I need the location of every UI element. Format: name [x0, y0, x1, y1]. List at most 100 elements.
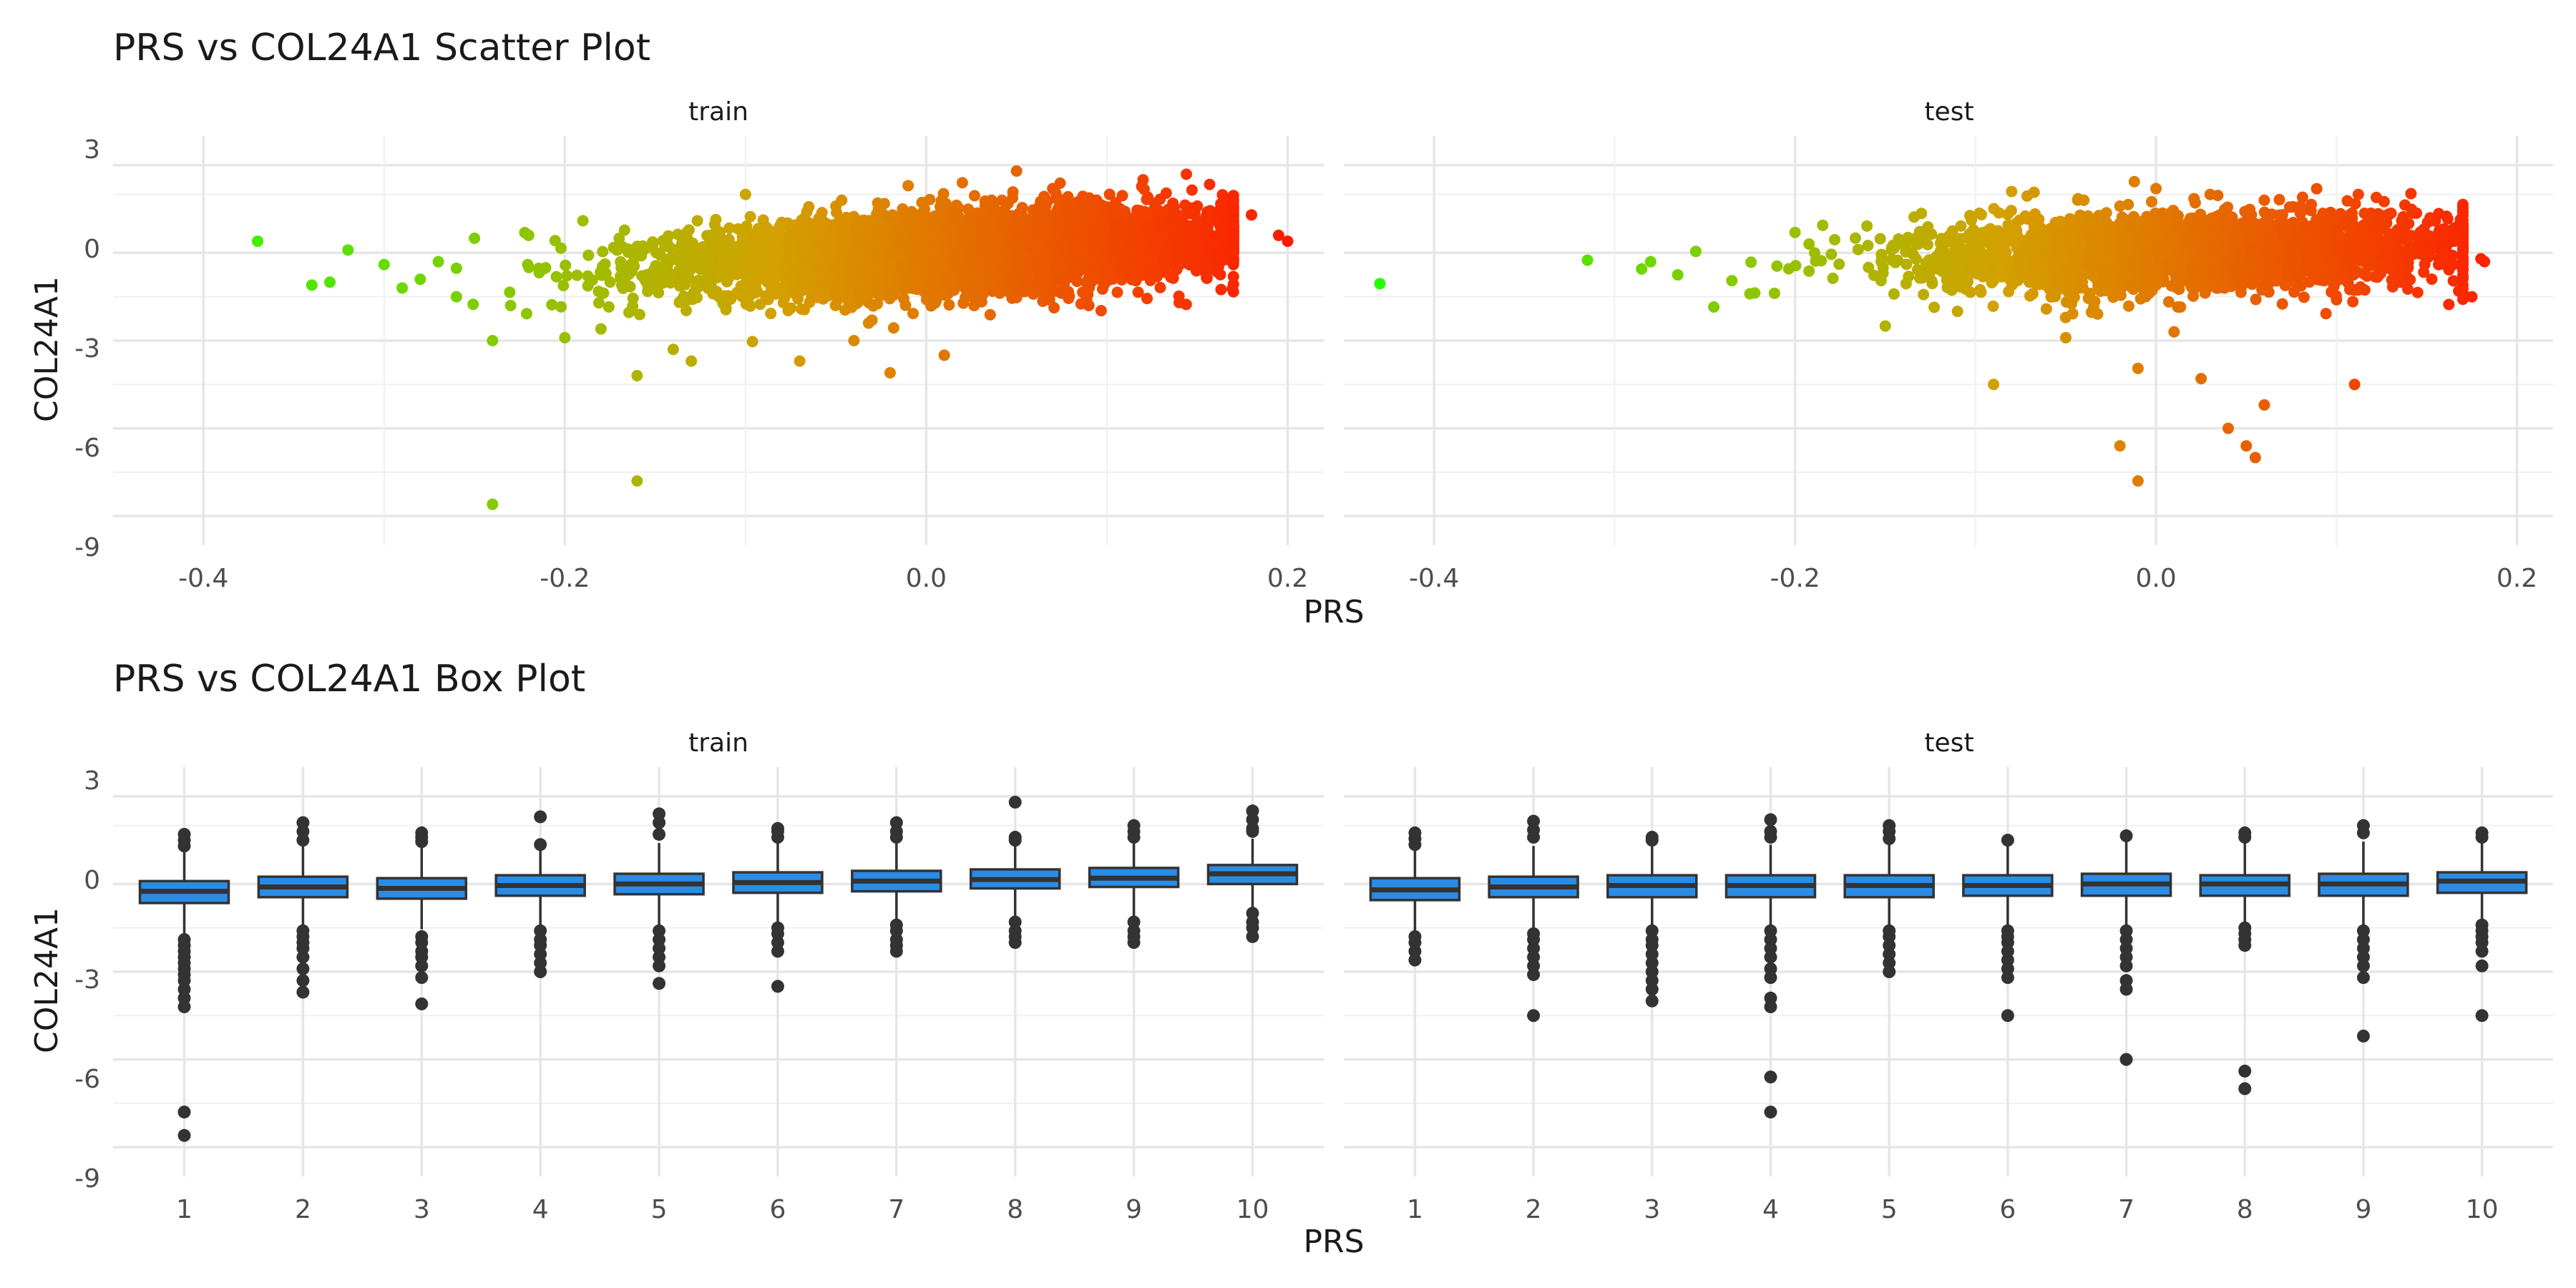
- scatter-point: [1215, 283, 1227, 296]
- scatter-point: [1120, 221, 1132, 233]
- scatter-point: [582, 249, 595, 261]
- scatter-point: [984, 308, 996, 321]
- scatter-point: [520, 308, 532, 320]
- scatter-point: [729, 250, 741, 262]
- scatter-point: [546, 298, 558, 311]
- scatter-point: [617, 282, 629, 294]
- scatter-panel-test-label: test: [1924, 97, 1974, 127]
- scatter-point: [1204, 178, 1216, 190]
- scatter-point: [1002, 197, 1014, 210]
- scatter-point: [557, 280, 570, 292]
- scatter-point: [916, 197, 928, 209]
- scatter-point: [646, 268, 658, 280]
- scatter-panel-train: [113, 136, 1324, 545]
- scatter-point: [1201, 206, 1214, 218]
- scatter-point: [1201, 272, 1213, 284]
- scatter-point: [887, 322, 899, 334]
- scatter-point: [676, 237, 688, 249]
- scatter-point: [1077, 286, 1089, 298]
- scatter-point: [796, 303, 808, 315]
- scatter-point: [677, 293, 689, 306]
- scatter-point: [599, 258, 611, 270]
- scatter-point: [1060, 193, 1072, 205]
- scatter-point: [968, 190, 980, 202]
- scatter-point: [1140, 206, 1152, 218]
- scatter-point: [618, 224, 630, 236]
- scatter-point: [1063, 286, 1075, 298]
- scatter-point: [803, 200, 815, 213]
- scatter-point: [1160, 187, 1172, 199]
- scatter-point: [1007, 186, 1019, 198]
- scatter-point: [812, 272, 824, 284]
- scatter-point: [653, 287, 665, 299]
- scatter-point: [1154, 281, 1166, 293]
- scatter-point: [1158, 255, 1170, 267]
- scatter-point: [615, 273, 627, 285]
- scatter-point: [1167, 272, 1179, 284]
- scatter-point: [467, 298, 479, 311]
- scatter-point: [636, 270, 648, 282]
- scatter-point: [720, 301, 732, 313]
- scatter-point: [1101, 266, 1113, 278]
- scatter-point: [1043, 293, 1055, 306]
- scatter-points-train: [252, 165, 1294, 510]
- scatter-point: [504, 286, 516, 298]
- scatter-panel-train-label: train: [688, 97, 748, 127]
- scatter-point: [561, 270, 573, 282]
- scatter-point: [891, 220, 903, 232]
- scatter-point: [679, 266, 691, 278]
- scatter-point: [972, 266, 985, 278]
- scatter-point: [1118, 205, 1131, 218]
- scatter-point: [691, 291, 703, 303]
- scatter-point: [597, 245, 609, 258]
- scatter-point: [550, 270, 562, 283]
- scatter-point: [800, 265, 812, 277]
- scatter-point: [1186, 184, 1198, 196]
- scatter-point: [1216, 189, 1229, 201]
- scatter-point: [859, 254, 872, 266]
- scatter-point: [872, 298, 884, 310]
- scatter-point: [1103, 188, 1116, 200]
- scatter-point: [1141, 193, 1153, 205]
- scatter-point: [1226, 283, 1239, 295]
- scatter-point: [975, 296, 987, 308]
- scatter-point: [773, 287, 785, 299]
- scatter-point: [1146, 260, 1158, 273]
- scatter-point: [680, 304, 693, 316]
- scatter-point: [952, 216, 965, 228]
- scatter-point: [1008, 290, 1020, 302]
- scatter-point: [854, 288, 866, 300]
- scatter-point: [560, 259, 572, 271]
- scatter-point: [642, 286, 654, 298]
- scatter-point: [744, 210, 756, 223]
- scatter-point: [602, 301, 615, 313]
- scatter-point: [627, 300, 639, 312]
- scatter-point: [746, 229, 758, 241]
- scatter-point: [555, 301, 567, 313]
- scatter-point: [1111, 286, 1123, 298]
- scatter-point: [1180, 168, 1192, 180]
- scatter-point: [586, 274, 598, 286]
- scatter-point: [1056, 271, 1068, 283]
- scatter-point: [685, 250, 697, 262]
- scatter-point: [592, 297, 605, 309]
- scatter-point: [615, 255, 627, 268]
- scatter-point: [740, 298, 752, 310]
- scatter-point: [1110, 197, 1122, 209]
- scatter-point: [1173, 259, 1185, 271]
- scatter-point: [746, 336, 758, 348]
- scatter-point: [985, 276, 997, 288]
- scatter-point: [702, 281, 714, 293]
- scatter-point: [1141, 293, 1153, 305]
- scatter-point: [781, 217, 794, 229]
- scatter-point: [1108, 220, 1120, 232]
- scatter-point: [710, 213, 722, 225]
- scatter-point: [749, 287, 761, 299]
- scatter-point: [691, 282, 703, 294]
- scatter-chart: PRS vs COL24A1 Scatter Plot train test 3…: [29, 26, 2553, 630]
- scatter-point: [647, 238, 659, 250]
- scatter-point: [691, 215, 703, 227]
- scatter-point: [450, 262, 462, 274]
- scatter-point: [937, 187, 950, 200]
